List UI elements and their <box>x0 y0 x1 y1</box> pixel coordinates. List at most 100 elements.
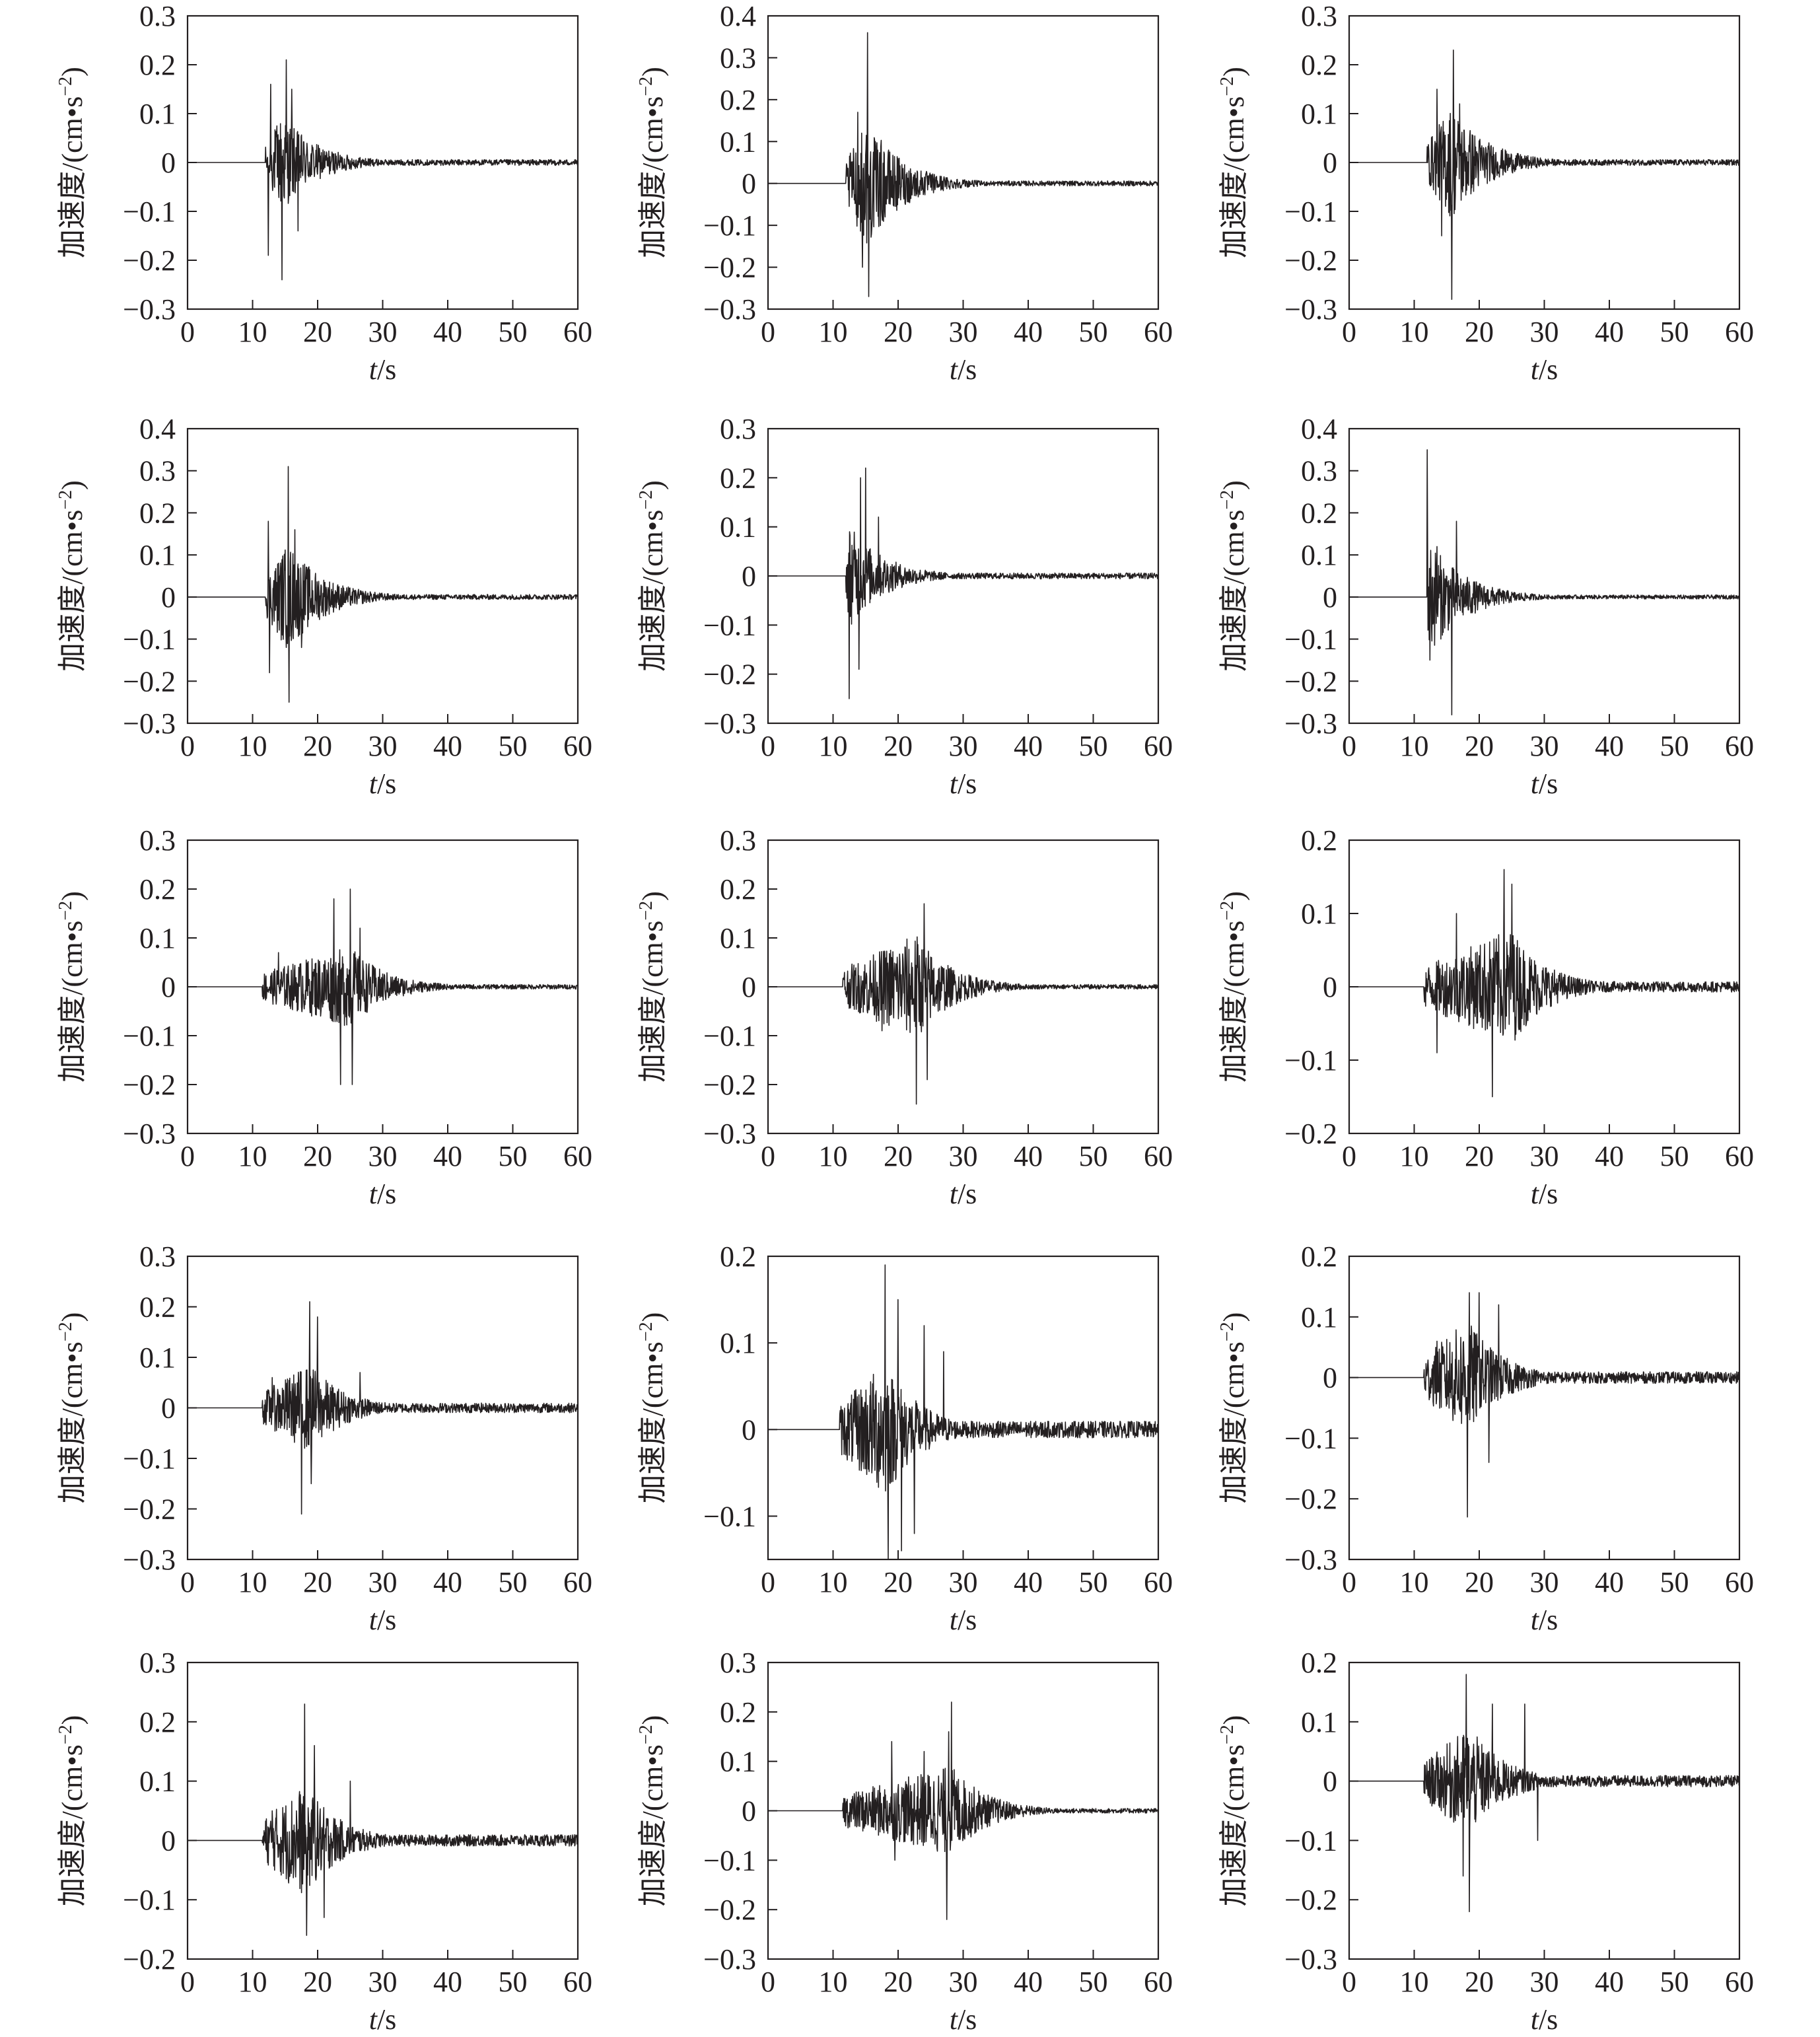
x-tick-label: 60 <box>1725 1966 1754 1998</box>
seismogram-panel-4-3: 0 10 20 30 40 50 60 −0.3 −0.2 −0.1 0 0.1 0.2 t/s 加速度/(… <box>1217 1240 1754 1636</box>
x-tick-label: 20 <box>303 1566 332 1598</box>
y-tick-label: −0.3 <box>1284 1544 1337 1576</box>
x-tick-label: 10 <box>1400 316 1429 348</box>
y-tick-label: 0.2 <box>720 462 756 494</box>
plot-frame <box>1348 1661 1741 1960</box>
x-tick-label: 10 <box>238 1140 267 1172</box>
y-axis-title: 加速度/(cm•s−2) <box>636 1715 669 1907</box>
seismogram-panel-3-1: 0 10 20 30 40 50 60 −0.3 −0.2 −0.1 0 0.1 0.2 0.3 t/s 加速… <box>55 824 592 1210</box>
x-tick-label: 30 <box>368 316 398 348</box>
x-axis-title: t/s <box>369 1178 397 1210</box>
x-tick-label: 40 <box>433 1566 462 1598</box>
y-tick-label: −0.1 <box>1284 624 1337 656</box>
y-tick-label: 0.2 <box>720 873 756 906</box>
y-tick-label: −0.1 <box>123 1020 176 1052</box>
x-axis-title: t/s <box>1531 1604 1558 1636</box>
x-tick-label: 60 <box>563 316 592 348</box>
y-tick-label: −0.1 <box>123 196 176 228</box>
x-tick-label: 20 <box>884 1140 913 1172</box>
y-tick-label: 0.2 <box>1301 1240 1337 1273</box>
x-tick-label: 40 <box>1595 1966 1624 1998</box>
y-tick-label: −0.1 <box>703 609 756 641</box>
acceleration-series-line <box>767 903 1159 1105</box>
x-tick-label: 40 <box>1595 1140 1624 1172</box>
x-tick-label: 30 <box>1530 730 1559 762</box>
y-tick-label: 0.2 <box>720 1696 756 1729</box>
y-tick-label: 0 <box>161 147 176 179</box>
x-tick-label: 20 <box>1465 730 1494 762</box>
x-tick-label: 50 <box>1079 730 1108 762</box>
y-tick-label: 0 <box>1323 147 1337 179</box>
plot-frame <box>767 15 1160 310</box>
x-tick-label: 10 <box>1400 1140 1429 1172</box>
x-axis-title: t/s <box>1531 2003 1558 2036</box>
x-tick-label: 40 <box>433 316 462 348</box>
y-tick-label: 0.2 <box>139 49 176 81</box>
y-axis-title: 加速度/(cm•s−2) <box>636 480 669 672</box>
y-tick-label: 0.1 <box>1301 1706 1337 1738</box>
plot-frame <box>1348 1255 1741 1561</box>
y-tick-label: −0.2 <box>123 1069 176 1101</box>
x-tick-label: 10 <box>819 1566 848 1598</box>
x-tick-label: 50 <box>1079 1140 1108 1172</box>
x-tick-label: 40 <box>1014 1966 1043 1998</box>
x-axis-title: t/s <box>369 1604 397 1636</box>
y-tick-label: −0.3 <box>703 1943 756 1976</box>
y-tick-label: −0.3 <box>123 707 176 740</box>
x-axis-title: t/s <box>950 2003 977 2036</box>
acceleration-series-line <box>1348 1292 1740 1518</box>
x-tick-label: 30 <box>1530 1966 1559 1998</box>
y-axis-title: 加速度/(cm•s−2) <box>1217 1715 1250 1907</box>
acceleration-series-line <box>187 466 578 703</box>
x-tick-label: 20 <box>884 1966 913 1998</box>
x-axis-title: t/s <box>950 353 977 386</box>
x-tick-label: 40 <box>433 730 462 762</box>
y-tick-label: 0.1 <box>720 1746 756 1778</box>
y-tick-label: −0.2 <box>703 659 756 691</box>
x-tick-label: 20 <box>303 316 332 348</box>
x-axis-title: t/s <box>1531 1178 1558 1210</box>
x-tick-label: 30 <box>949 1966 978 1998</box>
x-tick-label: 50 <box>1660 1140 1689 1172</box>
x-tick-label: 50 <box>1660 1966 1689 1998</box>
y-tick-label: 0.4 <box>1301 413 1337 445</box>
x-tick-label: 20 <box>1465 1966 1494 1998</box>
x-axis-title: t/s <box>950 1178 977 1210</box>
plot-frame <box>186 427 579 725</box>
x-tick-label: 60 <box>1725 1566 1754 1598</box>
y-tick-label: 0.1 <box>720 511 756 544</box>
x-tick-label: 10 <box>1400 730 1429 762</box>
x-tick-label: 10 <box>819 1140 848 1172</box>
y-tick-label: 0.3 <box>720 42 756 74</box>
x-tick-label: 40 <box>1014 730 1043 762</box>
x-axis-title: t/s <box>1531 353 1558 386</box>
acceleration-series-line <box>187 1703 578 1936</box>
seismogram-panel-5-3: 0 10 20 30 40 50 60 −0.3 −0.2 −0.1 0 0.1 0.2 t/s 加速度/(… <box>1217 1647 1754 2036</box>
x-tick-label: 0 <box>1342 1140 1356 1172</box>
x-tick-label: 50 <box>499 1566 528 1598</box>
y-tick-label: 0 <box>742 1795 756 1828</box>
x-tick-label: 0 <box>180 1566 195 1598</box>
y-tick-label: 0.1 <box>720 1327 756 1359</box>
y-tick-label: 0.2 <box>139 1291 176 1324</box>
y-tick-label: −0.3 <box>1284 707 1337 740</box>
y-axis-title: 加速度/(cm•s−2) <box>55 891 88 1083</box>
y-tick-label: −0.2 <box>703 252 756 284</box>
y-axis-title: 加速度/(cm•s−2) <box>636 67 669 258</box>
y-tick-label: −0.1 <box>1284 196 1337 228</box>
y-tick-label: 0 <box>161 1824 176 1857</box>
y-axis-title: 加速度/(cm•s−2) <box>636 1312 669 1504</box>
x-tick-label: 60 <box>1144 730 1173 762</box>
x-tick-label: 50 <box>499 316 528 348</box>
plot-frame <box>1348 427 1741 725</box>
y-tick-label: −0.2 <box>1284 665 1337 697</box>
y-tick-label: 0.1 <box>720 922 756 954</box>
x-tick-label: 60 <box>1144 1966 1173 1998</box>
x-tick-label: 60 <box>1725 1140 1754 1172</box>
y-axis-title: 加速度/(cm•s−2) <box>636 891 669 1083</box>
x-tick-label: 60 <box>1144 316 1173 348</box>
y-tick-label: −0.2 <box>1284 1483 1337 1515</box>
x-tick-label: 40 <box>433 1966 462 1998</box>
y-tick-label: 0.1 <box>1301 1301 1337 1334</box>
